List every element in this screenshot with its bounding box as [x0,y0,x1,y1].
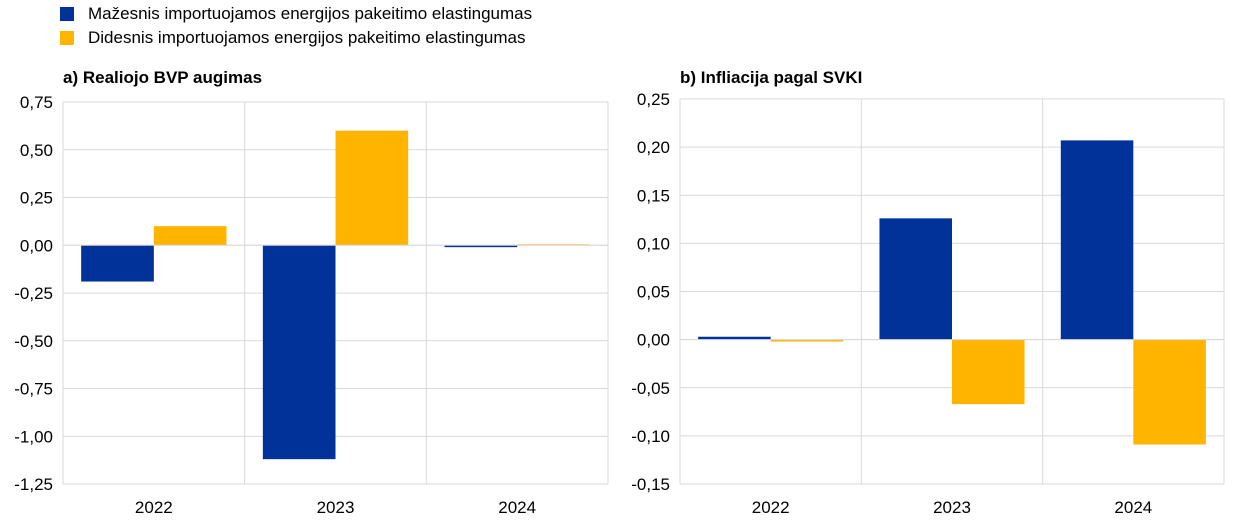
legend-label: Didesnis importuojamos energijos pakeiti… [88,28,526,47]
bar-2023-series-0 [262,245,336,460]
x-tick-label: 2024 [1114,498,1152,517]
bar-2024-series-0 [1060,140,1134,340]
y-tick-label: 0,05 [637,283,670,302]
bar-2023-series-0 [879,218,952,340]
bar-2022-series-0 [81,245,154,282]
y-tick-label: -0,10 [631,427,670,446]
legend: Mažesnis importuojamos energijos pakeiti… [60,2,532,50]
chart-panel-0: a) Realiojo BVP augimas 0,75 0,50 0,25 0,00 -… [14,68,609,517]
y-tick-label: 0,25 [637,90,670,109]
y-tick-label: 0,10 [637,234,670,253]
y-tick-label: 0,15 [637,186,670,205]
y-tick-label: 0,20 [637,138,670,157]
y-tick-label: -1,00 [14,427,53,446]
x-tick-label: 2022 [135,498,173,517]
bar-2024-series-1 [1133,339,1206,445]
bar-2023-series-1 [952,339,1025,405]
bar-2022-series-0 [698,336,771,340]
legend-item-higher-elasticity: Didesnis importuojamos energijos pakeiti… [60,26,532,50]
bar-2022-series-1 [770,339,844,342]
legend-item-lower-elasticity: Mažesnis importuojamos energijos pakeiti… [60,2,532,26]
y-tick-label: 0,00 [637,331,670,350]
y-tick-label: -0,50 [14,332,53,351]
y-tick-label: 0,75 [20,93,53,112]
legend-swatch-yellow [60,31,74,45]
y-tick-label: -0,05 [631,379,670,398]
y-tick-label: -0,15 [631,475,670,494]
x-tick-label: 2024 [498,498,536,517]
x-tick-label: 2022 [752,498,790,517]
chart-panel-1: b) Infliacija pagal SVKI 0,25 0,20 0,15 0,10… [631,68,1225,517]
chart-title: b) Infliacija pagal SVKI [680,68,862,87]
legend-label: Mažesnis importuojamos energijos pakeiti… [88,4,533,23]
y-tick-label: 0,25 [20,189,53,208]
legend-swatch-blue [60,7,74,21]
x-tick-label: 2023 [317,498,355,517]
y-tick-label: -0,25 [14,284,53,303]
bar-2024-series-0 [444,245,518,248]
bar-2022-series-1 [153,226,227,246]
bar-2023-series-1 [335,130,409,246]
chart-title: a) Realiojo BVP augimas [63,68,262,87]
y-tick-label: -1,25 [14,475,53,494]
y-tick-label: 0,00 [20,236,53,255]
x-tick-label: 2023 [933,498,971,517]
y-tick-label: -0,75 [14,380,53,399]
y-tick-label: 0,50 [20,141,53,160]
